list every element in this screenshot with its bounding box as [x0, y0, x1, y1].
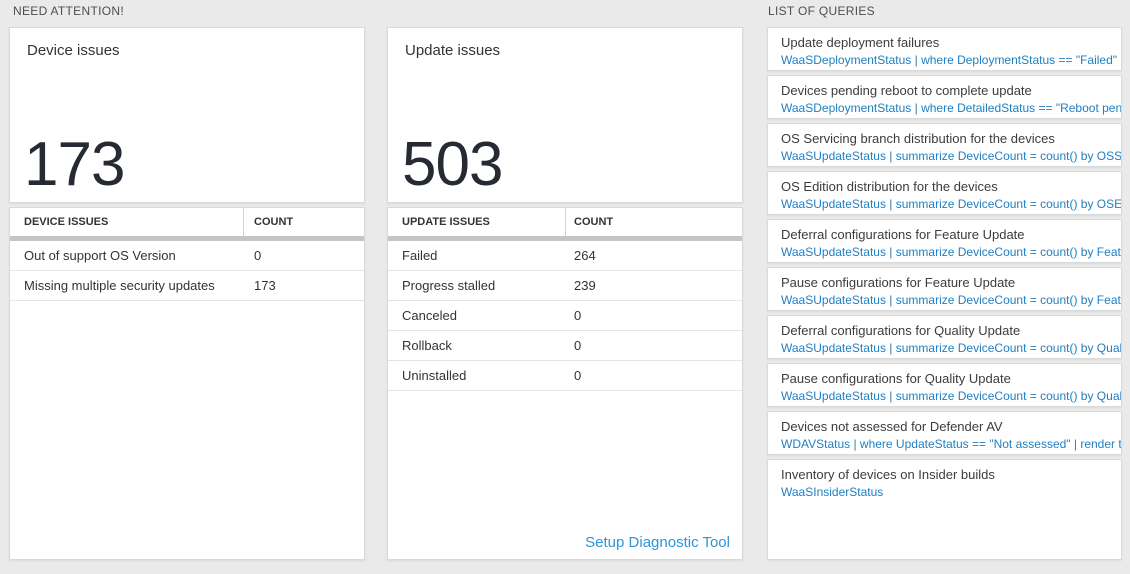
column-header-update-issues: UPDATE ISSUES [388, 208, 566, 236]
query-title: Deferral configurations for Feature Upda… [781, 227, 1025, 242]
table-row[interactable]: Rollback 0 [388, 331, 742, 361]
query-code: WaaSDeploymentStatus | where DetailedSta… [781, 101, 1122, 115]
query-item-devices-not-assessed-defender[interactable]: Devices not assessed for Defender AV WDA… [767, 411, 1122, 455]
row-label: Out of support OS Version [24, 248, 176, 263]
query-title: Pause configurations for Feature Update [781, 275, 1016, 290]
query-code: WaaSUpdateStatus | summarize DeviceCount… [781, 197, 1122, 211]
update-issues-tile[interactable]: Update issues 503 [387, 27, 743, 203]
row-label: Progress stalled [402, 278, 496, 293]
row-count: 0 [574, 368, 582, 383]
query-code: WDAVStatus | where UpdateStatus == "Not … [781, 437, 1122, 451]
table-header-row: DEVICE ISSUES COUNT [10, 208, 364, 236]
row-label: Rollback [402, 338, 452, 353]
table-row[interactable]: Canceled 0 [388, 301, 742, 331]
table-header-row: UPDATE ISSUES COUNT [388, 208, 742, 236]
update-issues-count: 503 [402, 130, 503, 199]
row-count: 264 [574, 248, 596, 263]
query-title: Devices pending reboot to complete updat… [781, 83, 1032, 98]
query-code: WaaSInsiderStatus [781, 485, 884, 499]
query-title: OS Servicing branch distribution for the… [781, 131, 1055, 146]
row-label: Missing multiple security updates [24, 278, 215, 293]
query-item-devices-pending-reboot[interactable]: Devices pending reboot to complete updat… [767, 75, 1122, 119]
query-item-deferral-quality-update[interactable]: Deferral configurations for Quality Upda… [767, 315, 1122, 359]
device-issues-tile[interactable]: Device issues 173 [9, 27, 365, 203]
device-issues-count: 173 [24, 130, 125, 199]
row-label: Failed [402, 248, 438, 263]
query-title: Update deployment failures [781, 35, 940, 50]
list-of-queries-header: LIST OF QUERIES [768, 4, 875, 18]
row-count: 0 [254, 248, 262, 263]
query-code: WaaSUpdateStatus | summarize DeviceCount… [781, 245, 1122, 259]
row-count: 0 [574, 338, 582, 353]
query-title: OS Edition distribution for the devices [781, 179, 998, 194]
query-item-inventory-insider-builds[interactable]: Inventory of devices on Insider builds W… [767, 459, 1122, 560]
query-item-pause-feature-update[interactable]: Pause configurations for Feature Update … [767, 267, 1122, 311]
table-row[interactable]: Uninstalled 0 [388, 361, 742, 391]
query-title: Inventory of devices on Insider builds [781, 467, 995, 482]
row-label: Canceled [402, 308, 457, 323]
setup-diagnostic-tool-link[interactable]: Setup Diagnostic Tool [585, 534, 730, 551]
update-issues-table: UPDATE ISSUES COUNT Failed 264 Progress … [387, 207, 743, 560]
table-row[interactable]: Progress stalled 239 [388, 271, 742, 301]
table-row[interactable]: Out of support OS Version 0 [10, 241, 364, 271]
query-item-update-deployment-failures[interactable]: Update deployment failures WaaSDeploymen… [767, 27, 1122, 71]
query-code: WaaSDeploymentStatus | where DeploymentS… [781, 53, 1122, 67]
device-issues-title: Device issues [27, 42, 120, 59]
query-title: Deferral configurations for Quality Upda… [781, 323, 1021, 338]
query-item-pause-quality-update[interactable]: Pause configurations for Quality Update … [767, 363, 1122, 407]
query-item-os-edition-distribution[interactable]: OS Edition distribution for the devices … [767, 171, 1122, 215]
query-title: Devices not assessed for Defender AV [781, 419, 1003, 434]
column-header-count: COUNT [574, 216, 614, 228]
update-issues-title: Update issues [405, 42, 501, 59]
table-divider-band [10, 236, 364, 241]
device-issues-table: DEVICE ISSUES COUNT Out of support OS Ve… [9, 207, 365, 560]
table-row[interactable]: Failed 264 [388, 241, 742, 271]
column-header-device-issues: DEVICE ISSUES [10, 208, 244, 236]
table-row[interactable]: Missing multiple security updates 173 [10, 271, 364, 301]
row-count: 239 [574, 278, 596, 293]
column-header-count: COUNT [254, 216, 294, 228]
query-title: Pause configurations for Quality Update [781, 371, 1011, 386]
table-divider-band [388, 236, 742, 241]
query-code: WaaSUpdateStatus | summarize DeviceCount… [781, 341, 1122, 355]
query-item-deferral-feature-update[interactable]: Deferral configurations for Feature Upda… [767, 219, 1122, 263]
row-label: Uninstalled [402, 368, 467, 383]
query-item-os-servicing-branch[interactable]: OS Servicing branch distribution for the… [767, 123, 1122, 167]
query-code: WaaSUpdateStatus | summarize DeviceCount… [781, 389, 1122, 403]
row-count: 0 [574, 308, 582, 323]
need-attention-header: NEED ATTENTION! [13, 4, 124, 18]
query-code: WaaSUpdateStatus | summarize DeviceCount… [781, 293, 1122, 307]
query-code: WaaSUpdateStatus | summarize DeviceCount… [781, 149, 1122, 163]
query-list: Update deployment failures WaaSDeploymen… [767, 27, 1122, 560]
row-count: 173 [254, 278, 276, 293]
